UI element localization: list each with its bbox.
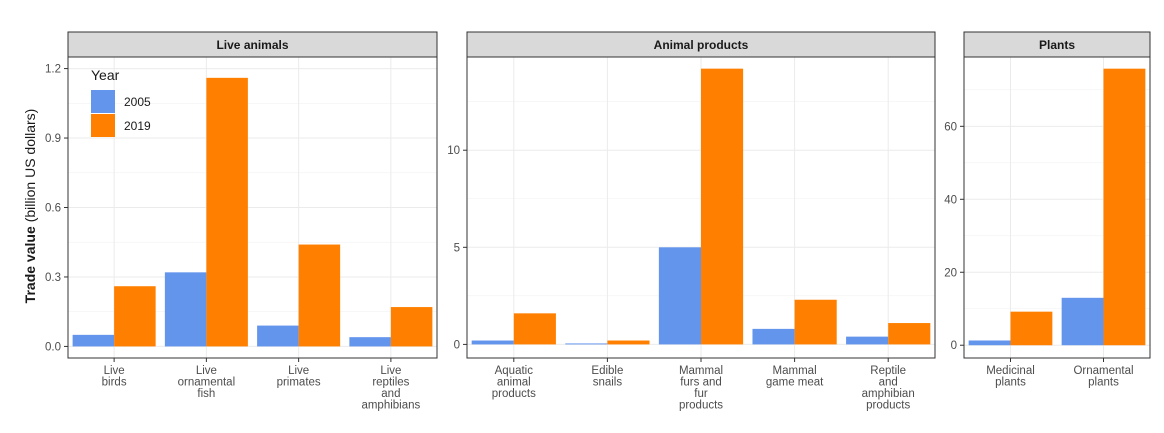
bar-2019 (206, 77, 248, 347)
legend-swatch-2005 (91, 90, 115, 113)
bar-2005 (72, 334, 115, 347)
bar-2019 (298, 244, 341, 347)
panel-title: Live animals (216, 38, 288, 52)
y-tick-label: 5 (454, 242, 460, 254)
x-tick-label-line: products (679, 400, 723, 412)
x-tick-label-line: plants (995, 377, 1026, 389)
x-tick-label-line: Aquatic (495, 365, 534, 377)
legend: Year 2005 2019 (91, 67, 151, 137)
bar-2005 (471, 340, 514, 345)
bar-2005 (846, 336, 889, 345)
panel-frame (963, 56, 1151, 359)
panel-strip (466, 31, 936, 58)
legend-swatch-2019 (91, 114, 115, 137)
bar-2005 (164, 272, 207, 347)
bar-2005 (349, 337, 391, 347)
bar-2005 (1061, 297, 1104, 346)
x-tick-label-line: reptiles (372, 377, 409, 389)
x-tick-label-line: Mammal (679, 365, 723, 377)
x-tick-label-line: game meat (766, 377, 824, 389)
bar-2019 (794, 299, 837, 345)
x-tick-label: Medicinal plants (986, 365, 1035, 389)
bar-2019 (888, 323, 931, 345)
x-tick-label-line: amphibian (862, 388, 915, 400)
y-tick-label: 60 (944, 121, 957, 133)
y-tick-label: 0 (951, 340, 957, 352)
bar-2005 (257, 325, 299, 347)
x-tick-label: Mammal furs and fur products (679, 365, 723, 412)
panel-title: Plants (1039, 38, 1075, 52)
x-tick-label-line: ornamental (178, 377, 236, 389)
x-tick-label-line: Mammal (773, 365, 817, 377)
panel-strip (67, 31, 438, 58)
x-tick-label-line: Ornamental (1073, 365, 1133, 377)
bar-2019 (1010, 311, 1053, 346)
bar-2019 (513, 313, 556, 345)
bar-2019 (607, 340, 650, 345)
bar-2019 (390, 307, 433, 347)
x-tick-label: Live birds (102, 365, 127, 389)
y-axis-title-unit: (billion US dollars) (22, 109, 38, 223)
x-tick-label: Live reptiles and amphibians (361, 365, 420, 412)
panel-strip (963, 31, 1151, 58)
x-tick-label-line: Edible (591, 365, 623, 377)
y-tick-label: 0.0 (45, 341, 61, 353)
x-tick-label-line: snails (593, 377, 623, 389)
bar-2005 (565, 343, 608, 345)
y-tick-label: 20 (944, 267, 957, 279)
x-tick-label-line: fur (694, 388, 708, 400)
bar-2005 (752, 328, 795, 345)
x-tick-label-line: Live (196, 365, 217, 377)
panel-title: Animal products (654, 38, 749, 52)
bar-2019 (114, 286, 156, 347)
bar-2005 (968, 340, 1011, 346)
x-tick-label: Live primates (277, 365, 321, 389)
x-tick-label-line: products (866, 400, 910, 412)
legend-title: Year (91, 67, 120, 83)
x-tick-label-line: plants (1088, 377, 1119, 389)
x-tick-label: Reptile and amphibian products (862, 365, 915, 412)
x-tick-label-line: furs and (680, 377, 722, 389)
y-tick-label: 1.2 (45, 64, 61, 76)
x-tick-label-line: Reptile (870, 365, 906, 377)
y-tick-label: 0.3 (45, 272, 61, 284)
y-tick-label: 40 (944, 194, 957, 206)
panel-frame (67, 56, 438, 359)
x-tick-label-line: Live (380, 365, 401, 377)
legend-label-2005: 2005 (124, 95, 151, 109)
y-axis-title: Trade value (billion US dollars) (22, 109, 38, 304)
x-tick-label-line: and (879, 377, 898, 389)
x-tick-label: Mammal game meat (766, 365, 824, 389)
y-axis-title-bold: Trade value (22, 226, 38, 303)
bar-2019 (701, 68, 744, 345)
x-tick-label: Aquatic animal products (492, 365, 536, 400)
x-tick-label-line: Medicinal (986, 365, 1035, 377)
y-tick-label: 10 (447, 145, 460, 157)
y-tick-label: 0.9 (45, 133, 61, 145)
x-tick-label-line: fish (197, 388, 215, 400)
x-tick-label-line: amphibians (361, 400, 420, 412)
x-tick-label-line: animal (497, 377, 531, 389)
legend-label-2019: 2019 (124, 119, 151, 133)
x-tick-label: Live ornamental fish (178, 365, 236, 400)
x-tick-label: Ornamental plants (1073, 365, 1133, 389)
y-tick-label: 0 (454, 339, 460, 351)
x-tick-label-line: products (492, 388, 536, 400)
y-tick-label: 0.6 (45, 203, 61, 215)
bar-2019 (1103, 68, 1146, 346)
x-tick-label-line: and (381, 388, 400, 400)
x-tick-label-line: primates (277, 377, 321, 389)
bar-2005 (658, 247, 701, 345)
x-tick-label: Edible snails (591, 365, 623, 389)
x-tick-label-line: birds (102, 377, 127, 389)
x-tick-label-line: Live (104, 365, 125, 377)
x-tick-label-line: Live (288, 365, 309, 377)
